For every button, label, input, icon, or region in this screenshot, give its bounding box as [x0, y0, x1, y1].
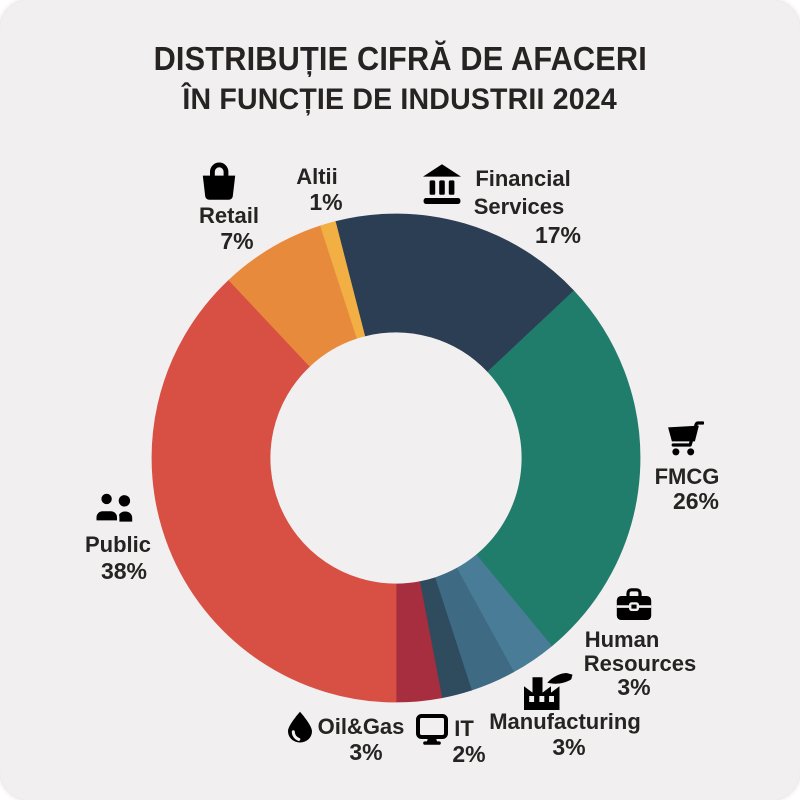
label-retail-line2: 7%	[220, 228, 254, 254]
label-financial-services-line2: Services	[473, 194, 565, 219]
bag-icon	[202, 161, 236, 201]
drop-icon	[287, 711, 313, 743]
monitor-icon	[416, 714, 448, 745]
label-manufacturing-line2: 3%	[552, 734, 586, 760]
label-retail-line1: Retail	[199, 203, 259, 228]
slice-financial-services[interactable]	[334, 213, 575, 373]
label-it-line1: IT	[454, 716, 474, 741]
label-oil-gas-line1: Oil&Gas	[317, 714, 405, 739]
label-human-resources-line3: 3%	[617, 674, 651, 700]
label-financial-services-line3: 17%	[534, 222, 582, 248]
slice-altii[interactable]	[320, 221, 366, 339]
slice-public[interactable]	[151, 279, 397, 703]
label-fmcg-line2: 26%	[672, 488, 720, 514]
label-oil-gas-line2: 3%	[349, 739, 383, 765]
people-icon	[95, 492, 134, 522]
slice-fmcg[interactable]	[475, 290, 641, 647]
label-public-line1: Public	[84, 532, 152, 557]
label-public-line2: 38%	[100, 558, 148, 584]
label-human-resources-line2: Resources	[583, 651, 697, 676]
label-altii-line1: Altii	[296, 164, 338, 189]
label-financial-services-line1: Financial	[475, 166, 571, 191]
factory-icon	[521, 670, 573, 710]
label-altii-line2: 1%	[309, 189, 343, 215]
label-it-line2: 2%	[452, 741, 486, 767]
label-manufacturing-line1: Manufacturing	[489, 709, 641, 734]
cart-icon	[666, 419, 704, 457]
bank-icon	[422, 163, 462, 205]
chart-title-line2: ÎN FUNCȚIE DE INDUSTRII 2024	[182, 83, 618, 116]
chart-title-line1: DISTRIBUȚIE CIFRĂ DE AFACERI	[153, 40, 647, 77]
label-human-resources-line1: Human	[584, 627, 660, 652]
briefcase-icon	[616, 587, 652, 621]
label-fmcg-line1: FMCG	[654, 464, 720, 489]
chart-title: DISTRIBUȚIE CIFRĂ DE AFACERI ÎN FUNCȚIE …	[0, 40, 800, 117]
